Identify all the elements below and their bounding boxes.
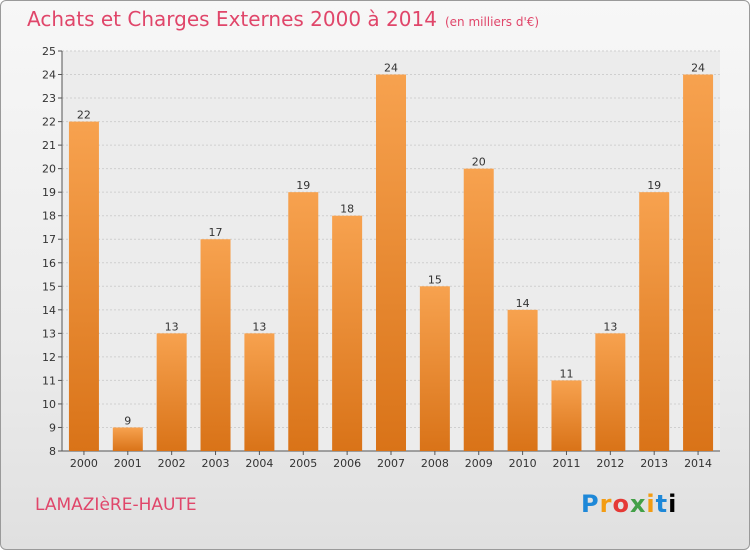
y-tick-label: 20 xyxy=(42,163,56,176)
logo-letter: o xyxy=(612,490,630,518)
x-tick-label: 2010 xyxy=(509,457,537,470)
x-tick-label: 2012 xyxy=(596,457,624,470)
bar xyxy=(244,333,275,451)
bar-value-label: 20 xyxy=(472,156,486,169)
logo-letter: t xyxy=(655,490,669,518)
y-tick-label: 21 xyxy=(42,139,56,152)
y-tick-label: 25 xyxy=(42,45,56,58)
bar-value-label: 11 xyxy=(559,367,573,380)
x-tick-label: 2005 xyxy=(289,457,317,470)
y-tick-label: 10 xyxy=(42,398,56,411)
x-tick-label: 2004 xyxy=(245,457,273,470)
y-tick-label: 18 xyxy=(42,210,56,223)
bar-value-label: 15 xyxy=(428,273,442,286)
y-tick-label: 22 xyxy=(42,116,56,129)
bar xyxy=(419,286,450,451)
title-unit: (en milliers d'€) xyxy=(444,15,540,29)
bar-value-label: 19 xyxy=(296,179,310,192)
bar xyxy=(595,333,626,451)
bar xyxy=(507,309,538,451)
y-tick-label: 13 xyxy=(42,327,56,340)
y-tick-label: 16 xyxy=(42,257,56,270)
y-tick-label: 12 xyxy=(42,351,56,364)
logo-letter: P xyxy=(581,490,600,518)
x-tick-label: 2013 xyxy=(640,457,668,470)
y-tick-label: 8 xyxy=(49,445,56,458)
bar xyxy=(332,215,363,451)
bar-value-label: 24 xyxy=(384,62,398,75)
bar xyxy=(639,192,670,452)
chart-title: Achats et Charges Externes 2000 à 2014 (e… xyxy=(27,7,539,31)
proxiti-logo: Proxiti xyxy=(581,490,677,518)
x-tick-label: 2000 xyxy=(70,457,98,470)
y-tick-label: 14 xyxy=(42,304,56,317)
y-tick-label: 24 xyxy=(42,69,56,82)
y-tick-label: 15 xyxy=(42,280,56,293)
logo-letter: r xyxy=(599,490,613,518)
x-tick-label: 2008 xyxy=(421,457,449,470)
bar-value-label: 9 xyxy=(124,414,131,427)
logo-letter: i xyxy=(646,490,656,518)
bar xyxy=(156,333,187,451)
bar-value-label: 18 xyxy=(340,203,354,216)
bar xyxy=(683,74,714,451)
logo-letter: i xyxy=(668,490,678,518)
bar xyxy=(463,168,494,451)
bar xyxy=(288,192,319,452)
bar-value-label: 14 xyxy=(516,297,530,310)
x-tick-label: 2009 xyxy=(465,457,493,470)
x-tick-label: 2011 xyxy=(552,457,580,470)
bar-value-label: 19 xyxy=(647,179,661,192)
logo-letter: x xyxy=(629,490,647,518)
place-name: LAMAZIèRE-HAUTE xyxy=(35,495,197,515)
x-tick-label: 2006 xyxy=(333,457,361,470)
x-tick-label: 2001 xyxy=(114,457,142,470)
bar-value-label: 22 xyxy=(77,109,91,122)
y-tick-label: 23 xyxy=(42,92,56,105)
bar-value-label: 13 xyxy=(165,320,179,333)
x-tick-label: 2003 xyxy=(202,457,230,470)
x-tick-label: 2007 xyxy=(377,457,405,470)
y-tick-label: 9 xyxy=(49,421,56,434)
bar-value-label: 24 xyxy=(691,62,705,75)
y-tick-label: 19 xyxy=(42,186,56,199)
bar-value-label: 13 xyxy=(252,320,266,333)
bar-value-label: 17 xyxy=(209,226,223,239)
x-tick-label: 2014 xyxy=(684,457,712,470)
bar xyxy=(68,121,99,452)
bar xyxy=(551,380,582,451)
y-tick-label: 17 xyxy=(42,233,56,246)
bar xyxy=(376,74,406,451)
bar xyxy=(112,427,143,451)
bar xyxy=(200,239,231,451)
y-tick-label: 11 xyxy=(42,374,56,387)
x-tick-label: 2002 xyxy=(158,457,186,470)
title-text: Achats et Charges Externes 2000 à 2014 xyxy=(27,7,437,31)
bar-value-label: 13 xyxy=(603,320,617,333)
